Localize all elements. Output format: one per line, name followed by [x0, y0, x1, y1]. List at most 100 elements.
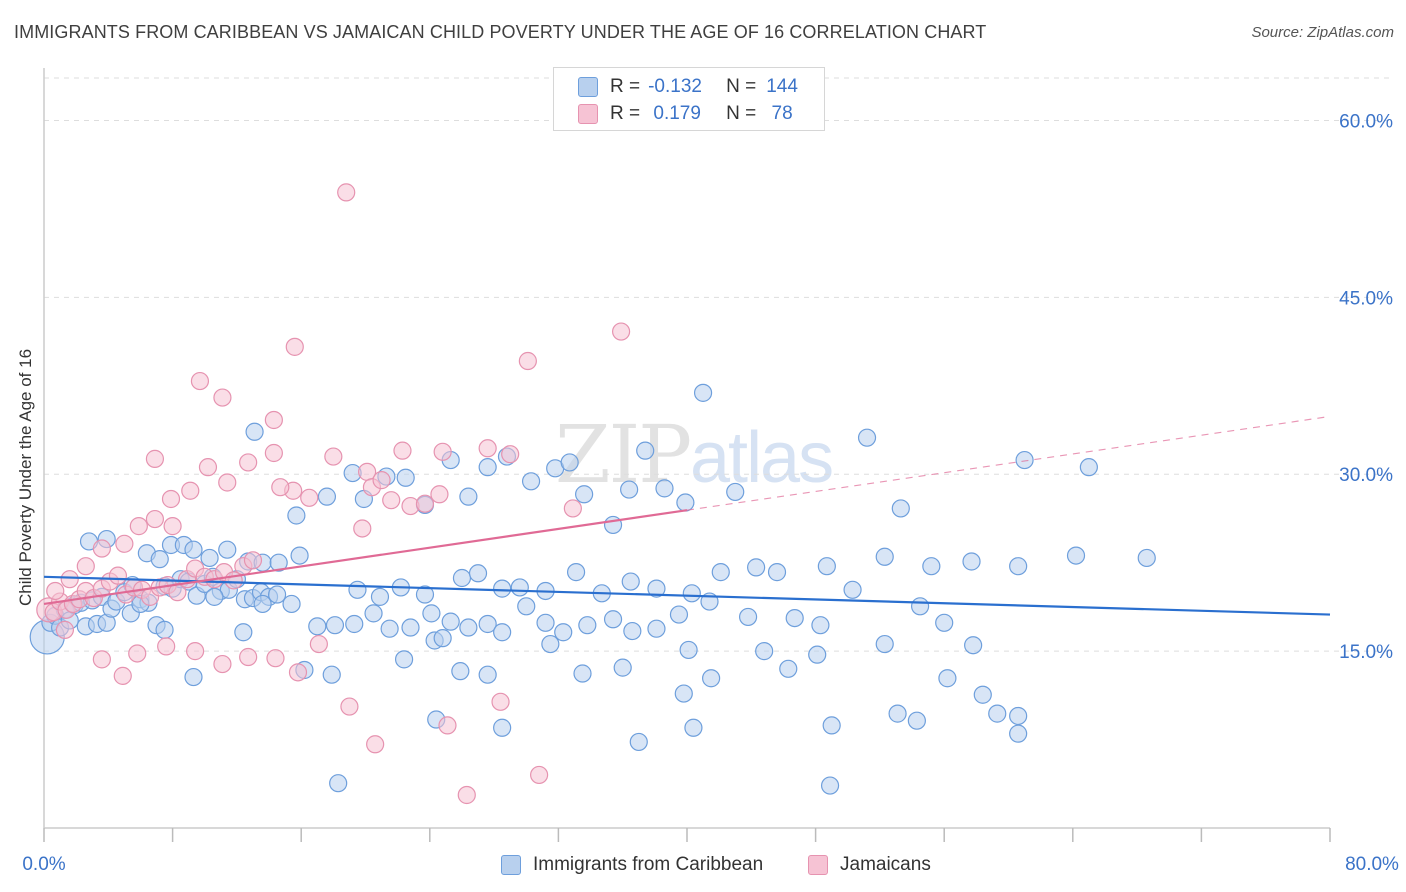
- y-tick-label: 45.0%: [1339, 288, 1393, 309]
- point-jamaicans: [300, 488, 319, 507]
- y-tick-label: 15.0%: [1339, 642, 1393, 663]
- bottom-legend-label-caribbean: Immigrants from Caribbean: [533, 854, 764, 875]
- tick-labels: 15.0% 30.0% 45.0% 60.0% 0.0% 80.0%: [22, 111, 1399, 875]
- series-jamaicans-points: [36, 183, 631, 805]
- legend-row-caribbean: R = -0.132 N = 144: [578, 74, 798, 100]
- point-caribbean: [1009, 557, 1028, 576]
- point-caribbean: [396, 468, 415, 487]
- bottom-legend-caribbean: Immigrants from Caribbean: [501, 852, 763, 878]
- point-caribbean: [468, 564, 488, 583]
- point-caribbean: [1137, 548, 1156, 568]
- point-caribbean: [808, 645, 827, 664]
- point-caribbean: [282, 594, 301, 614]
- point-caribbean: [875, 547, 894, 566]
- point-jamaicans: [186, 642, 205, 661]
- point-jamaicans: [46, 581, 65, 601]
- point-caribbean: [647, 619, 666, 638]
- point-caribbean: [779, 659, 798, 678]
- point-caribbean: [578, 616, 597, 635]
- point-caribbean: [253, 594, 272, 614]
- point-caribbean: [478, 614, 497, 634]
- point-jamaicans: [157, 637, 176, 656]
- point-jamaicans: [115, 534, 134, 553]
- point-jamaicans: [457, 785, 476, 805]
- point-caribbean: [1015, 450, 1034, 470]
- point-caribbean: [370, 587, 390, 606]
- point-jamaicans: [366, 735, 385, 754]
- point-caribbean: [907, 711, 926, 730]
- point-caribbean: [329, 774, 348, 793]
- point-caribbean: [726, 482, 745, 502]
- point-caribbean: [478, 458, 497, 477]
- point-caribbean: [621, 572, 640, 591]
- point-caribbean: [702, 669, 721, 688]
- point-jamaicans: [309, 634, 328, 654]
- point-jamaicans: [239, 453, 258, 472]
- legend-r-label: R =: [610, 76, 641, 97]
- point-caribbean: [521, 472, 541, 491]
- point-caribbean: [451, 662, 470, 681]
- point-jamaicans: [145, 509, 165, 529]
- point-caribbean: [603, 515, 623, 535]
- point-caribbean: [817, 557, 836, 576]
- point-jamaicans: [108, 566, 128, 585]
- point-caribbean: [478, 665, 497, 684]
- point-caribbean: [820, 776, 840, 795]
- chart-title: IMMIGRANTS FROM CARIBBEAN VS JAMAICAN CH…: [14, 22, 987, 42]
- point-caribbean: [322, 665, 341, 684]
- point-caribbean: [459, 618, 478, 637]
- point-jamaicans: [264, 443, 283, 463]
- point-caribbean: [682, 584, 701, 603]
- x-tick-label: 0.0%: [22, 854, 65, 875]
- point-caribbean: [767, 563, 787, 582]
- point-caribbean: [541, 634, 560, 654]
- source-label: Source: ZipAtlas.com: [1251, 24, 1394, 41]
- point-caribbean: [452, 568, 472, 588]
- point-jamaicans: [501, 445, 520, 464]
- point-caribbean: [988, 704, 1007, 723]
- point-caribbean: [493, 718, 512, 737]
- legend-n-value: 78: [766, 103, 793, 124]
- point-jamaicans: [243, 551, 263, 570]
- point-caribbean: [380, 619, 399, 638]
- point-jamaicans: [324, 447, 343, 466]
- point-caribbean: [348, 580, 367, 599]
- point-jamaicans: [213, 654, 232, 674]
- point-jamaicans: [264, 410, 283, 430]
- point-jamaicans: [145, 449, 165, 468]
- point-caribbean: [679, 640, 698, 660]
- point-caribbean: [345, 614, 364, 634]
- point-caribbean: [647, 579, 666, 598]
- point-jamaicans: [92, 539, 111, 558]
- trend-line-jamaicans: [43, 509, 688, 606]
- point-caribbean: [308, 617, 327, 636]
- axes: [43, 68, 1331, 842]
- point-caribbean: [200, 548, 219, 568]
- point-caribbean: [433, 629, 452, 648]
- point-caribbean: [613, 658, 632, 677]
- point-caribbean: [245, 422, 264, 441]
- legend-swatch-caribbean: [578, 77, 598, 97]
- point-caribbean: [973, 685, 992, 704]
- point-caribbean: [493, 579, 512, 598]
- point-caribbean: [857, 428, 877, 447]
- correlation-legend: R = -0.132 N = 144 R = 0.179 N = 78: [553, 67, 825, 131]
- point-caribbean: [234, 623, 253, 642]
- point-caribbean: [655, 479, 674, 498]
- series-caribbean-points: [29, 383, 1156, 795]
- point-jamaicans: [129, 517, 148, 536]
- point-jamaicans: [161, 489, 181, 509]
- point-jamaicans: [218, 473, 237, 492]
- point-caribbean: [510, 578, 529, 597]
- point-caribbean: [785, 608, 804, 628]
- point-jamaicans: [190, 371, 210, 391]
- point-caribbean: [155, 620, 174, 639]
- point-caribbean: [325, 616, 345, 635]
- point-caribbean: [1066, 546, 1086, 565]
- point-caribbean: [1009, 706, 1028, 726]
- point-caribbean: [493, 623, 512, 642]
- point-caribbean: [205, 587, 224, 606]
- point-jamaicans: [113, 666, 132, 685]
- point-caribbean: [711, 563, 730, 582]
- point-caribbean: [150, 550, 169, 569]
